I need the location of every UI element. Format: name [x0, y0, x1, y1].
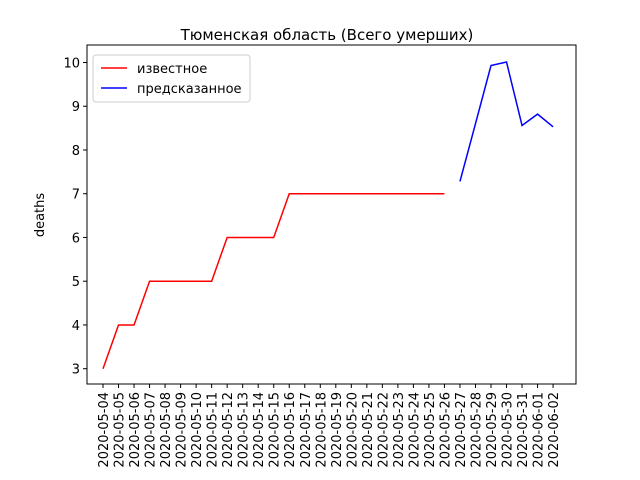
- x-tick-label: 2020-05-30: [501, 392, 516, 468]
- x-tick-label: 2020-05-11: [206, 392, 221, 468]
- x-tick-label: 2020-05-19: [330, 392, 345, 468]
- legend-label: известное: [137, 62, 207, 77]
- x-tick-label: 2020-05-15: [268, 392, 283, 468]
- x-tick-label: 2020-06-02: [547, 392, 562, 468]
- line-series: [459, 61, 554, 182]
- x-tick-label: 2020-06-01: [532, 392, 547, 468]
- x-tick-label: 2020-05-13: [237, 392, 252, 468]
- x-tick-label: 2020-05-26: [438, 392, 453, 468]
- x-tick-label: 2020-05-04: [97, 392, 112, 468]
- y-tick-label: 9: [72, 100, 80, 115]
- line-series: [102, 192, 445, 369]
- y-tick-label: 4: [72, 319, 80, 334]
- x-tick-label: 2020-05-29: [485, 392, 500, 468]
- x-tick-label: 2020-05-20: [345, 392, 360, 468]
- x-tick-label: 2020-05-22: [376, 392, 391, 468]
- y-tick-label: 5: [72, 275, 80, 290]
- x-tick-label: 2020-05-18: [314, 392, 329, 468]
- x-tick-label: 2020-05-16: [283, 392, 298, 468]
- y-tick-label: 6: [72, 231, 80, 246]
- x-tick-label: 2020-05-09: [175, 392, 190, 468]
- x-tick-label: 2020-05-07: [144, 392, 159, 468]
- x-tick-label: 2020-05-17: [299, 392, 314, 468]
- chart-title: Тюменская область (Всего умерших): [180, 26, 474, 44]
- y-tick-label: 10: [63, 56, 80, 71]
- x-tick-label: 2020-05-05: [113, 392, 128, 468]
- y-tick-label: 3: [72, 363, 80, 378]
- plot-area: [86, 44, 577, 385]
- y-tick-label: 7: [72, 188, 80, 203]
- x-tick-label: 2020-05-27: [454, 392, 469, 468]
- x-tick-label: 2020-05-14: [252, 392, 267, 468]
- x-tick-label: 2020-05-08: [159, 392, 174, 468]
- x-tick-label: 2020-05-31: [516, 392, 531, 468]
- x-tick-label: 2020-05-24: [407, 392, 422, 468]
- legend-box: [92, 54, 251, 103]
- legend-label: предсказанное: [137, 82, 242, 97]
- x-tick-label: 2020-05-25: [423, 392, 438, 468]
- x-tick-label: 2020-05-28: [469, 392, 484, 468]
- x-tick-label: 2020-05-12: [221, 392, 236, 468]
- x-tick-label: 2020-05-10: [190, 392, 205, 468]
- x-tick-label: 2020-05-06: [128, 392, 143, 468]
- y-tick-label: 8: [72, 144, 80, 159]
- x-tick-label: 2020-05-23: [392, 392, 407, 468]
- y-axis-label: deaths: [33, 193, 48, 238]
- x-tick-label: 2020-05-21: [361, 392, 376, 468]
